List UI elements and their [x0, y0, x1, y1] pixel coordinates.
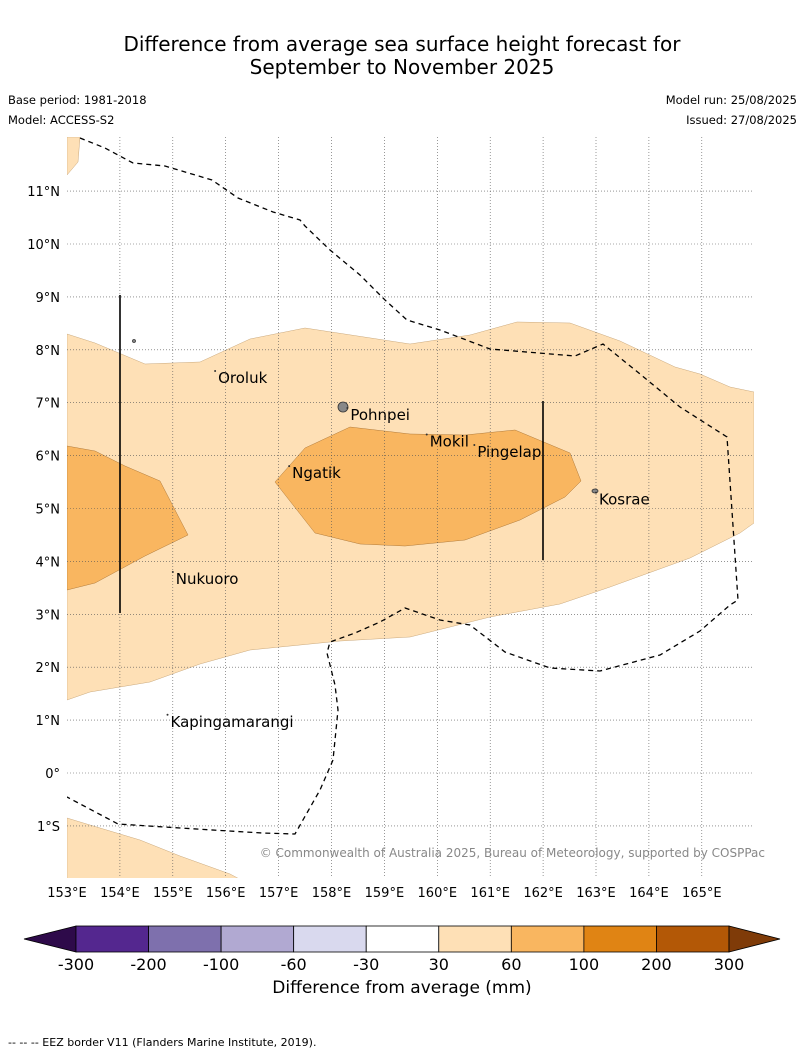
- colorbar-swatch: [293, 925, 367, 953]
- contour-layer: [67, 137, 754, 878]
- model-name: Model: ACCESS-S2: [8, 113, 115, 127]
- lat-tick-label: 2°N: [36, 661, 61, 676]
- lon-tick-label: 165°E: [682, 886, 722, 901]
- place-marker: [346, 406, 349, 409]
- place-label: Oroluk: [218, 369, 267, 387]
- colorbar-swatch: [75, 925, 149, 953]
- colorbar-tick-label: 60: [501, 955, 521, 974]
- place-label: Kosrae: [599, 491, 650, 509]
- place-marker: [171, 570, 174, 573]
- colorbar-swatch: [220, 925, 295, 953]
- contour-band-30-60-south: [67, 817, 239, 878]
- colorbar-swatch: [510, 925, 585, 953]
- base-period: Base period: 1981-2018: [8, 93, 147, 107]
- lon-tick-label: 153°E: [47, 886, 87, 901]
- place-marker: [214, 369, 217, 372]
- colorbar-extend-low: [23, 925, 77, 953]
- place-marker: [166, 713, 169, 716]
- colorbar-swatch: [583, 925, 657, 953]
- title-line-2: September to November 2025: [249, 55, 555, 79]
- colorbar-tick-label: -30: [353, 955, 379, 974]
- colorbar: -300 -200 -100 -60 -30 30 60 100 200 300: [23, 925, 781, 974]
- place-label: Mokil: [430, 432, 469, 450]
- copyright-notice: © Commonwealth of Australia 2025, Bureau…: [260, 846, 765, 860]
- lon-tick-label: 157°E: [259, 886, 299, 901]
- lon-tick-label: 161°E: [470, 886, 510, 901]
- place-label: Ngatik: [292, 464, 341, 482]
- lat-tick-label: 8°N: [36, 344, 61, 359]
- colorbar-tick-label: 300: [714, 955, 745, 974]
- kosrae-island: [591, 488, 599, 494]
- place-label: Pohnpei: [350, 406, 410, 424]
- lat-tick-label: 10°N: [27, 238, 60, 253]
- transect-lines: [119, 295, 544, 613]
- lon-tick-label: 162°E: [523, 886, 563, 901]
- lon-tick-label: 164°E: [629, 886, 669, 901]
- map-canvas: Oroluk Pohnpei Mokil Pingelap Ngatik Kosrae Nu…: [27, 137, 765, 901]
- contour-band-60-100-central: [274, 426, 582, 547]
- lat-tick-label: 11°N: [27, 185, 60, 200]
- axis-ticks: 153°E 154°E 155°E 156°E 157°E 158°E 159°E 160°E…: [27, 185, 721, 901]
- place-marker: [473, 444, 476, 447]
- colorbar-swatch: [438, 925, 512, 953]
- atoll-marker: [132, 339, 136, 343]
- lon-tick-label: 163°E: [576, 886, 616, 901]
- lat-tick-label: 4°N: [36, 555, 61, 570]
- lat-tick-label: 9°N: [36, 291, 61, 306]
- colorbar-tick-label: 200: [641, 955, 672, 974]
- pohnpei-island: [337, 401, 349, 413]
- issued-date: Issued: 27/08/2025: [686, 113, 797, 127]
- place-marker: [595, 491, 597, 494]
- lon-tick-label: 154°E: [100, 886, 140, 901]
- lat-tick-label: 5°N: [36, 503, 61, 518]
- colorbar-tick-label: -100: [203, 955, 239, 974]
- lat-tick-label: 3°N: [36, 608, 61, 623]
- lat-tick-label: 6°N: [36, 450, 61, 465]
- colorbar-extend-high: [728, 925, 781, 953]
- lon-tick-label: 160°E: [418, 886, 458, 901]
- place-label: Kapingamarangi: [171, 713, 294, 731]
- colorbar-tick-label: -200: [130, 955, 166, 974]
- model-run: Model run: 25/08/2025: [665, 93, 797, 107]
- map-title: Difference from average sea surface heig…: [0, 33, 804, 79]
- place-labels: Oroluk Pohnpei Mokil Pingelap Ngatik Kosrae Nu…: [166, 369, 650, 731]
- place-marker: [288, 465, 291, 468]
- place-label: Pingelap: [477, 443, 541, 461]
- lon-tick-label: 159°E: [365, 886, 405, 901]
- place-marker: [425, 433, 428, 436]
- colorbar-tick-label: -60: [281, 955, 307, 974]
- colorbar-label: Difference from average (mm): [272, 978, 532, 998]
- colorbar-swatch: [365, 925, 440, 953]
- colorbar-swatch: [148, 925, 222, 953]
- colorbar-tick-label: -300: [58, 955, 94, 974]
- eez-border: [67, 137, 739, 835]
- title-line-1: Difference from average sea surface heig…: [123, 32, 681, 56]
- place-label: Nukuoro: [176, 570, 239, 588]
- lat-tick-label: 0°: [45, 767, 60, 782]
- eez-footnote: -- -- -- EEZ border V11 (Flanders Marine…: [8, 1036, 317, 1049]
- lon-tick-label: 158°E: [312, 886, 352, 901]
- contour-band-30-60-north: [67, 137, 81, 176]
- colorbar-swatch: [656, 925, 730, 953]
- lat-tick-label: 1°S: [37, 820, 60, 835]
- lon-tick-label: 156°E: [206, 886, 246, 901]
- gridlines: [67, 137, 754, 878]
- colorbar-tick-label: 100: [569, 955, 600, 974]
- colorbar-tick-label: 30: [429, 955, 449, 974]
- lat-tick-label: 7°N: [36, 397, 61, 412]
- contour-band-60-100-west: [67, 445, 189, 591]
- lat-tick-label: 1°N: [36, 714, 61, 729]
- lon-tick-label: 155°E: [153, 886, 193, 901]
